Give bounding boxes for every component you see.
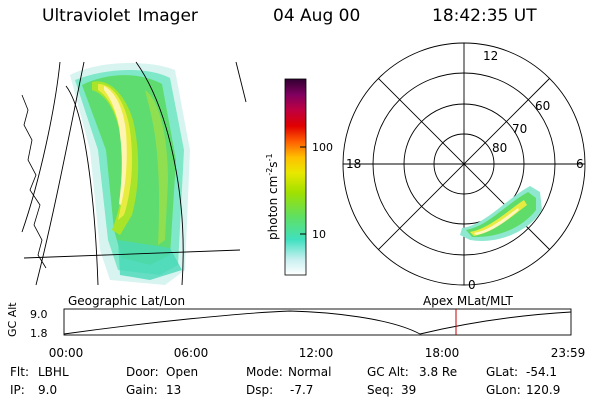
observation-time: 18:42:35 UT bbox=[432, 6, 537, 26]
dsp-key: Dsp: bbox=[246, 383, 273, 397]
door-key: Door: bbox=[126, 365, 159, 379]
mode-key: Mode: bbox=[246, 365, 283, 379]
polar-aurora bbox=[460, 186, 542, 241]
instrument-title: Ultraviolet Imager bbox=[42, 6, 198, 26]
colorbar-tick-10: 10 bbox=[312, 228, 326, 241]
gcalt-value: 3.8 Re bbox=[419, 365, 457, 379]
altitude-y-top: 9.0 bbox=[30, 308, 48, 321]
seq-key: Seq: bbox=[367, 383, 394, 397]
mlat-60-label: 60 bbox=[535, 99, 550, 113]
polar-panel: 12 18 6 0 60 70 80 bbox=[342, 42, 586, 292]
colorbar-unit-label: photon cm-2s-1 bbox=[265, 153, 280, 240]
x-tick-1200: 12:00 bbox=[299, 346, 334, 360]
x-tick-0600: 06:00 bbox=[174, 346, 209, 360]
altitude-axis-label: GC Alt bbox=[6, 302, 19, 337]
observation-date: 04 Aug 00 bbox=[273, 6, 361, 26]
ip-value: 9.0 bbox=[38, 383, 57, 397]
dsp-value: -7.7 bbox=[290, 383, 313, 397]
geographic-panel bbox=[21, 61, 247, 286]
gcalt-key: GC Alt: bbox=[367, 365, 409, 379]
colorbar-tick-100: 100 bbox=[312, 141, 333, 154]
door-value: Open bbox=[166, 365, 198, 379]
glon-key: GLon: bbox=[486, 383, 521, 397]
x-tick-1800: 18:00 bbox=[425, 346, 460, 360]
flt-key: Flt: bbox=[10, 365, 29, 379]
ip-key: IP: bbox=[10, 383, 25, 397]
mlat-70-label: 70 bbox=[512, 122, 527, 136]
polar-label: Apex MLat/MLT bbox=[423, 294, 513, 308]
glat-value: -54.1 bbox=[526, 365, 557, 379]
status-footer: Flt: LBHL IP: 9.0 Door: Open Gain: 13 Mo… bbox=[10, 365, 560, 397]
mode-value: Normal bbox=[288, 365, 331, 379]
flt-value: LBHL bbox=[38, 365, 69, 379]
seq-value: 39 bbox=[401, 383, 416, 397]
x-tick-0000: 00:00 bbox=[49, 346, 84, 360]
mlt-18-label: 18 bbox=[346, 157, 361, 171]
altitude-curve bbox=[63, 310, 572, 335]
colorbar: 100 10 photon cm-2s-1 bbox=[265, 78, 333, 276]
mlt-12-label: 12 bbox=[483, 49, 498, 63]
glat-key: GLat: bbox=[486, 365, 518, 379]
gain-value: 13 bbox=[166, 383, 181, 397]
coastline bbox=[21, 94, 47, 269]
mlt-6-label: 6 bbox=[576, 157, 584, 171]
x-tick-2359: 23:59 bbox=[551, 346, 586, 360]
mlt-0-label: 0 bbox=[468, 278, 476, 292]
aurora-image bbox=[70, 63, 190, 286]
altitude-plot: GC Alt 9.0 1.8 00:00 06:00 12:00 18:00 2… bbox=[6, 302, 585, 360]
altitude-y-bottom: 1.8 bbox=[30, 327, 48, 340]
glon-value: 120.9 bbox=[526, 383, 560, 397]
gain-key: Gain: bbox=[126, 383, 158, 397]
mlat-80-label: 80 bbox=[492, 141, 507, 155]
geographic-label: Geographic Lat/Lon bbox=[68, 294, 185, 308]
